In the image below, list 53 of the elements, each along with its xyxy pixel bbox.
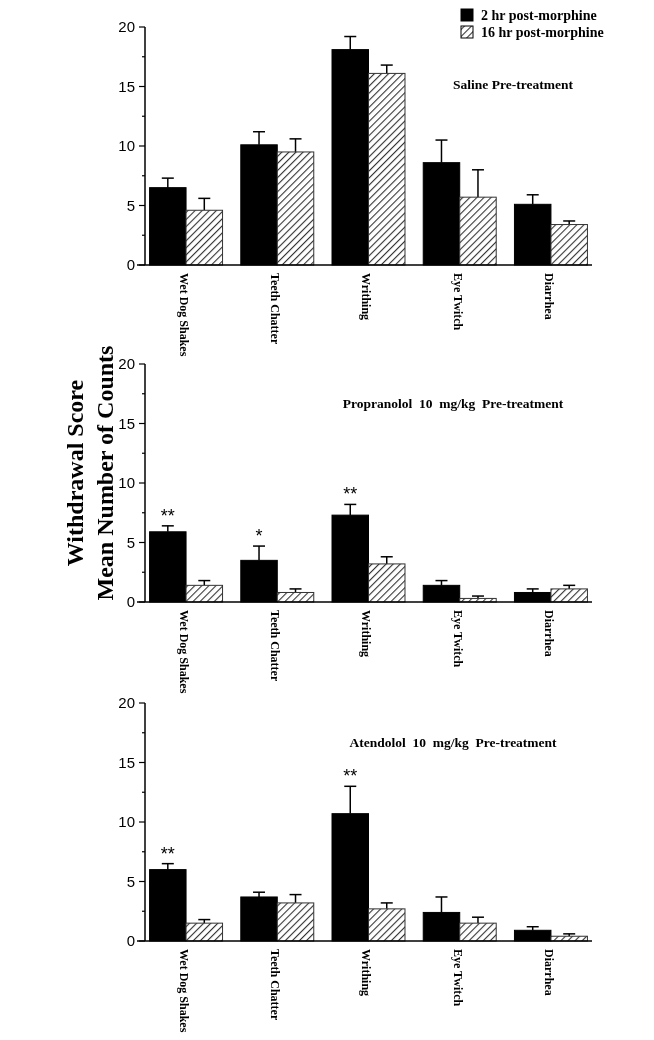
x-tick-label: Writhing — [359, 273, 374, 321]
y-tick-label: 15 — [118, 77, 135, 95]
text: Atendolol 10 mg/kg Pre-treatment — [349, 735, 558, 750]
y-tick-label: 5 — [126, 196, 135, 214]
bar — [185, 584, 224, 603]
x-tick-label: Diarrhea — [541, 610, 556, 657]
x-tick-label: Teeth Chatter — [268, 949, 283, 1021]
bar — [550, 588, 588, 603]
annotation: ** — [160, 843, 175, 864]
y-tick-label: 10 — [118, 474, 135, 492]
y-tick-label: 15 — [118, 753, 135, 771]
annotation: ** — [343, 766, 358, 787]
x-tick-label: Teeth Chatter — [268, 610, 283, 682]
x-tick-label: Writhing — [359, 610, 374, 658]
y-tick-label: 5 — [126, 533, 135, 551]
bar — [368, 72, 406, 266]
x-tick-label: Wet Dog Shakes — [177, 273, 192, 357]
x-tick-label: Wet Dog Shakes — [177, 949, 192, 1033]
text: Propranolol 10 mg/kg Pre-treatment — [342, 396, 564, 411]
y-tick-label: 20 — [118, 694, 135, 712]
y-tick-label: 10 — [118, 813, 135, 831]
y-tick-label: 5 — [126, 872, 135, 890]
annotation: * — [255, 526, 263, 547]
y-axis-title: Withdrawal Score Mean Number of Counts — [62, 345, 118, 601]
x-tick-label: Teeth Chatter — [268, 273, 283, 345]
x-tick-label: Eye Twitch — [450, 610, 465, 668]
y-tick-label: 15 — [118, 414, 135, 432]
x-tick-label: Eye Twitch — [450, 273, 465, 331]
y-tick-label: 0 — [126, 932, 135, 950]
bar — [459, 922, 497, 942]
annotation: ** — [343, 484, 358, 505]
bar — [550, 224, 588, 266]
x-tick-label: Diarrhea — [541, 949, 556, 996]
y-tick-label: 0 — [126, 256, 135, 274]
y-tick-label: 10 — [118, 137, 135, 155]
bar — [459, 196, 497, 266]
x-tick-label: Diarrhea — [541, 273, 556, 320]
legend-label: 16 hr post-morphine — [481, 24, 604, 40]
bar — [185, 209, 224, 266]
text: Saline Pre-treatment — [453, 77, 574, 92]
x-tick-label: Wet Dog Shakes — [177, 610, 192, 694]
bar — [276, 151, 315, 266]
legend-label: 2 hr post-morphine — [481, 7, 597, 23]
annotation: ** — [160, 505, 175, 526]
x-tick-label: Writhing — [359, 949, 374, 997]
y-tick-label: 20 — [118, 18, 135, 36]
y-tick-label: 20 — [118, 355, 135, 373]
bar — [276, 902, 315, 942]
bar — [368, 908, 406, 942]
y-tick-label: 0 — [126, 593, 135, 611]
bar — [368, 563, 406, 603]
bar — [185, 922, 224, 942]
x-tick-label: Eye Twitch — [450, 949, 465, 1007]
